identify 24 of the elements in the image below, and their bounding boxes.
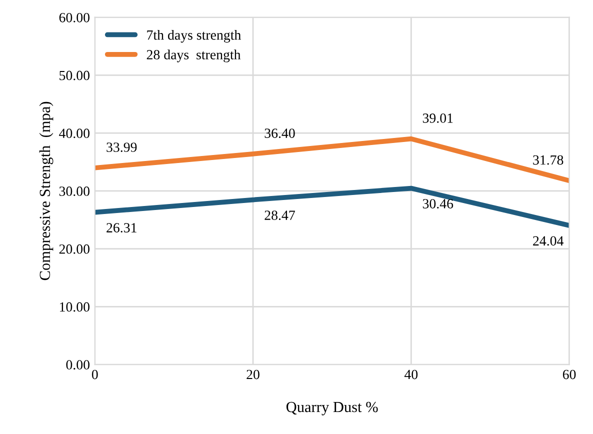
data-label: 36.40 <box>264 128 295 138</box>
y-tick-label: 30.00 <box>59 186 90 196</box>
y-tick-label: 20.00 <box>59 244 90 254</box>
y-tick-label: 10.00 <box>60 302 90 312</box>
x-tick-label: 0 <box>92 370 98 380</box>
y-tick-label: 50.00 <box>60 70 90 80</box>
data-label: 33.99 <box>106 142 137 152</box>
data-label: 26.31 <box>106 223 136 233</box>
x-tick-label: 20 <box>246 370 260 380</box>
data-label: 39.01 <box>422 113 453 123</box>
data-label: 28.47 <box>264 210 295 220</box>
data-label: 24.04 <box>533 236 564 246</box>
x-tick-label: 40 <box>404 370 418 380</box>
y-tick-label: 60.00 <box>59 12 90 22</box>
legend-label: 7th days strength <box>147 30 241 43</box>
data-label: 31.78 <box>533 155 564 165</box>
y-axis-title: Compressive Strength (mpa) <box>39 102 54 280</box>
line-series <box>94 136 570 184</box>
x-tick-label: 60 <box>562 370 576 380</box>
y-tick-label: 40.00 <box>59 128 90 138</box>
legend-label: 28 days strength <box>146 50 241 62</box>
data-label: 30.46 <box>422 199 454 208</box>
y-tick-label: 0.00 <box>66 360 90 370</box>
x-axis-title: Quarry Dust % <box>286 402 378 416</box>
